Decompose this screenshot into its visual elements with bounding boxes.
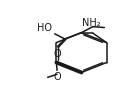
Text: O: O	[53, 72, 61, 82]
Text: HO: HO	[37, 23, 52, 33]
Text: NH₂: NH₂	[82, 18, 100, 28]
Text: O: O	[54, 49, 61, 59]
